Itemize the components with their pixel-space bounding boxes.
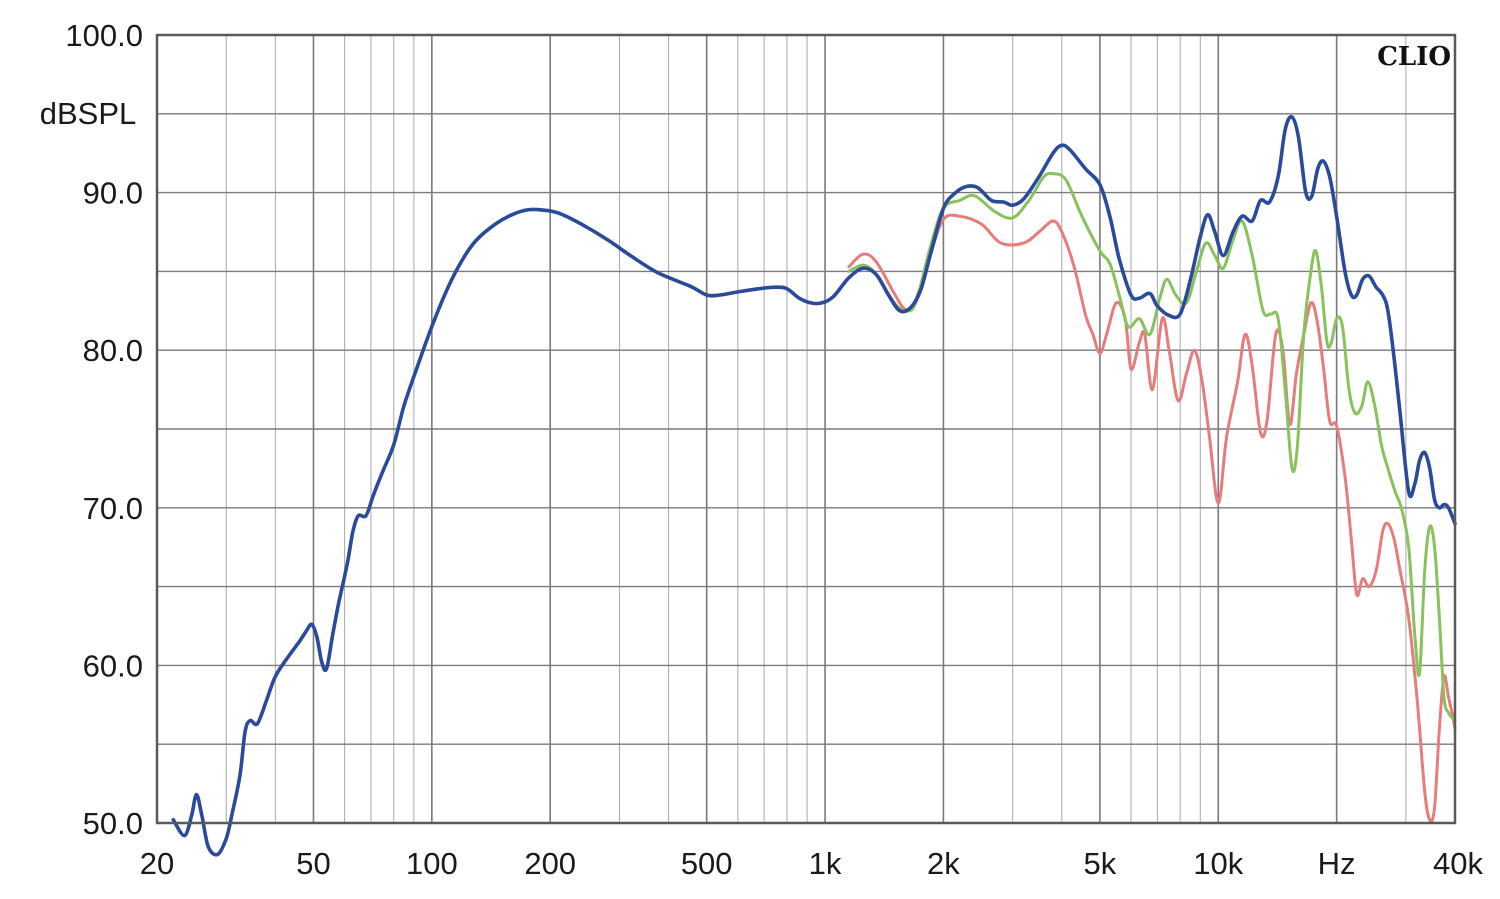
x-tick-label: 10k <box>1193 846 1243 881</box>
x-tick-label: 20 <box>140 846 174 881</box>
y-tick-label: 70.0 <box>83 491 143 526</box>
y-tick-label: 100.0 <box>65 18 143 53</box>
y-tick-label: 80.0 <box>83 333 143 368</box>
y-tick-label: 50.0 <box>83 806 143 841</box>
x-tick-label: 500 <box>681 846 733 881</box>
x-tick-label: 50 <box>296 846 330 881</box>
y-tick-label: 90.0 <box>83 176 143 211</box>
series-line-3 <box>171 115 1457 857</box>
y-tick-labels: 100.0 90.0 80.0 70.0 60.0 50.0 <box>65 18 143 841</box>
x-tick-label: 200 <box>524 846 576 881</box>
series-lines <box>171 115 1457 857</box>
x-tick-label: 1k <box>809 846 842 881</box>
x-tick-label: Hz <box>1318 846 1356 881</box>
plot-frame <box>155 33 1457 825</box>
x-tick-labels: 20 50 100 200 500 1k 2k 5k 10k Hz 40k <box>140 846 1484 881</box>
y-tick-label: 60.0 <box>83 648 143 683</box>
major-gridlines <box>157 35 1455 823</box>
clio-brand-label: CLIO <box>1377 42 1451 72</box>
x-tick-label: 5k <box>1084 846 1117 881</box>
y-axis-label: dBSPL <box>40 96 137 131</box>
series-line-2 <box>847 171 1457 723</box>
x-tick-label: 40k <box>1433 846 1483 881</box>
series-line-1 <box>847 213 1457 823</box>
x-tick-label: 100 <box>406 846 458 881</box>
x-tick-label: 2k <box>927 846 960 881</box>
